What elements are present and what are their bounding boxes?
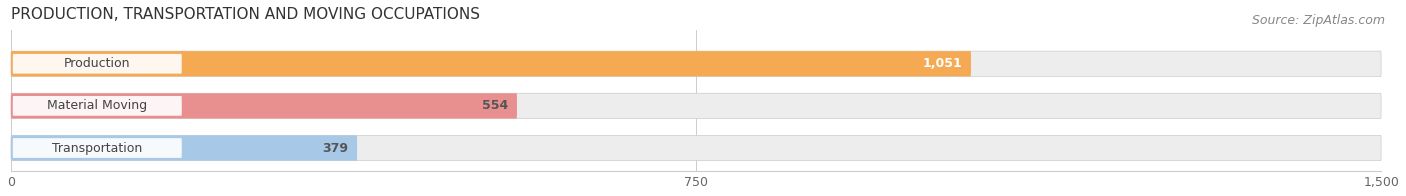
FancyBboxPatch shape bbox=[11, 93, 517, 119]
FancyBboxPatch shape bbox=[11, 135, 357, 161]
FancyBboxPatch shape bbox=[13, 96, 181, 116]
FancyBboxPatch shape bbox=[13, 138, 181, 158]
FancyBboxPatch shape bbox=[11, 51, 1381, 76]
FancyBboxPatch shape bbox=[11, 135, 1381, 161]
Text: Material Moving: Material Moving bbox=[48, 99, 148, 112]
FancyBboxPatch shape bbox=[13, 54, 181, 74]
Text: Source: ZipAtlas.com: Source: ZipAtlas.com bbox=[1251, 14, 1385, 27]
Text: 1,051: 1,051 bbox=[922, 57, 962, 70]
FancyBboxPatch shape bbox=[11, 93, 1381, 119]
Text: 379: 379 bbox=[322, 142, 349, 154]
Text: 554: 554 bbox=[482, 99, 508, 112]
Text: PRODUCTION, TRANSPORTATION AND MOVING OCCUPATIONS: PRODUCTION, TRANSPORTATION AND MOVING OC… bbox=[11, 7, 479, 22]
FancyBboxPatch shape bbox=[11, 51, 972, 76]
Text: Production: Production bbox=[65, 57, 131, 70]
Text: Transportation: Transportation bbox=[52, 142, 142, 154]
